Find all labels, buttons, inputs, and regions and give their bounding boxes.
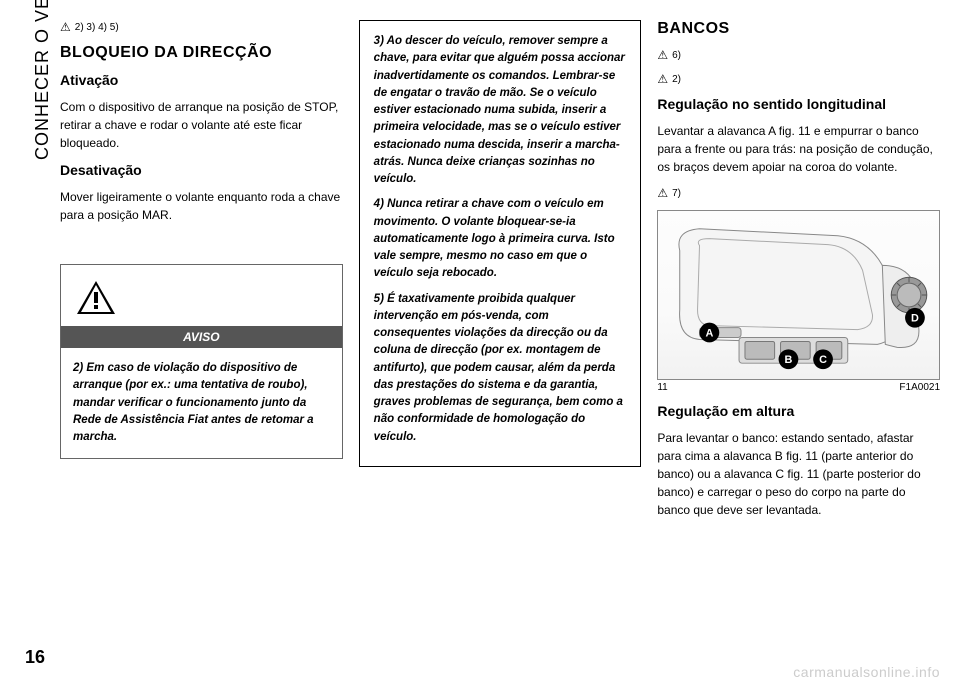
figure-11-number: 11 (657, 382, 667, 393)
warning-ref-text: 6) (672, 50, 681, 61)
svg-text:C: C (819, 354, 827, 366)
column-3: BANCOS ⚠ 6) ⚠ 2) Regulação no sentido lo… (657, 20, 940, 640)
para-desativacao: Mover ligeiramente o volante enquanto ro… (60, 188, 343, 224)
watermark: carmanualsonline.info (793, 664, 940, 680)
warning-ref-6: ⚠ 6) (657, 48, 940, 62)
aviso-content: 2) Em caso de violação do dispositivo de… (61, 348, 342, 458)
warning-icon: ⚠ (657, 48, 668, 62)
para-regulacao-long: Levantar a alavanca A fig. 11 e empurrar… (657, 122, 940, 176)
warning-item-5: 5) É taxativamente proibida qualquer int… (374, 291, 627, 446)
warning-icon: ⚠ (657, 186, 668, 200)
figure-11: A B C D 11 F1A0021 (657, 210, 940, 393)
para-altura-lead: Para levantar o banco (657, 431, 774, 445)
warning-ref-text: 7) (672, 188, 681, 199)
heading-regulacao-altura: Regulação em altura (657, 403, 940, 419)
warning-icon: ⚠ (657, 72, 668, 86)
warning-ref-2b: ⚠ 2) (657, 72, 940, 86)
svg-text:D: D (911, 313, 919, 325)
warning-item-4: 4) Nunca retirar a chave com o veículo e… (374, 196, 627, 282)
figure-11-code: F1A0021 (899, 382, 940, 393)
warning-ref-1: ⚠ 2) 3) 4) 5) (60, 20, 343, 34)
warning-icon: ⚠ (60, 20, 71, 34)
svg-text:B: B (785, 354, 793, 366)
aviso-icon-row (61, 265, 342, 326)
heading-regulacao-long: Regulação no sentido longitudinal (657, 96, 940, 112)
column-2: 3) Ao descer do veículo, remover sempre … (359, 20, 642, 640)
column-1: ⚠ 2) 3) 4) 5) BLOQUEIO DA DIRECÇÃO Ativa… (60, 20, 343, 640)
heading-bancos: BANCOS (657, 20, 940, 38)
side-label: CONHECER O VEÍCULO (32, 0, 53, 160)
para-regulacao-altura: Para levantar o banco: estando sentado, … (657, 429, 940, 519)
framed-warning-box: 3) Ao descer do veículo, remover sempre … (359, 20, 642, 467)
svg-text:A: A (706, 327, 714, 339)
aviso-icon (76, 280, 116, 316)
warning-ref-7: ⚠ 7) (657, 186, 940, 200)
aviso-label: AVISO (61, 326, 342, 348)
heading-bloqueio: BLOQUEIO DA DIRECÇÃO (60, 44, 343, 62)
figure-11-caption: 11 F1A0021 (657, 382, 940, 393)
warning-item-3: 3) Ao descer do veículo, remover sempre … (374, 33, 627, 188)
heading-ativacao: Ativação (60, 72, 343, 88)
warning-ref-text: 2) (672, 74, 681, 85)
aviso-box: AVISO 2) Em caso de violação do disposit… (60, 264, 343, 459)
para-ativacao: Com o dispositivo de arranque na posição… (60, 98, 343, 152)
heading-desativacao: Desativação (60, 162, 343, 178)
page-number: 16 (25, 647, 45, 668)
warning-ref-text: 2) 3) 4) 5) (75, 22, 119, 33)
figure-11-image: A B C D (657, 210, 940, 380)
